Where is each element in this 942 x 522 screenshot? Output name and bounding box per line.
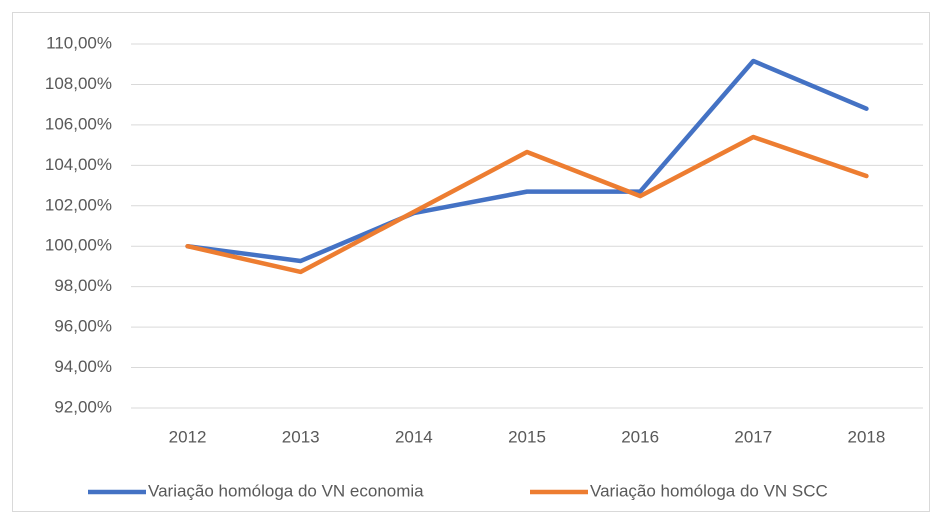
y-tick-label: 110,00% [46,33,112,52]
x-tick-label: 2016 [621,427,659,446]
y-tick-label: 100,00% [45,236,112,255]
series-line [185,134,869,275]
x-tick-label: 2012 [169,427,207,446]
legend-label: Variação homóloga do VN economia [148,481,424,500]
y-tick-label: 106,00% [45,114,112,133]
y-tick-label: 94,00% [54,357,112,376]
x-tick-label: 2013 [282,427,320,446]
series-line [185,58,869,264]
x-tick-label: 2014 [395,427,433,446]
y-tick-label: 92,00% [54,397,112,416]
y-tick-label: 102,00% [45,195,112,214]
y-tick-label: 104,00% [45,155,112,174]
legend-label: Variação homóloga do VN SCC [590,481,828,500]
chart-border [12,12,930,512]
x-tick-label: 2015 [508,427,546,446]
x-tick-label: 2017 [734,427,772,446]
y-tick-label: 96,00% [54,317,112,336]
x-tick-label: 2018 [848,427,886,446]
y-tick-label: 108,00% [45,74,112,93]
y-tick-label: 98,00% [54,276,112,295]
